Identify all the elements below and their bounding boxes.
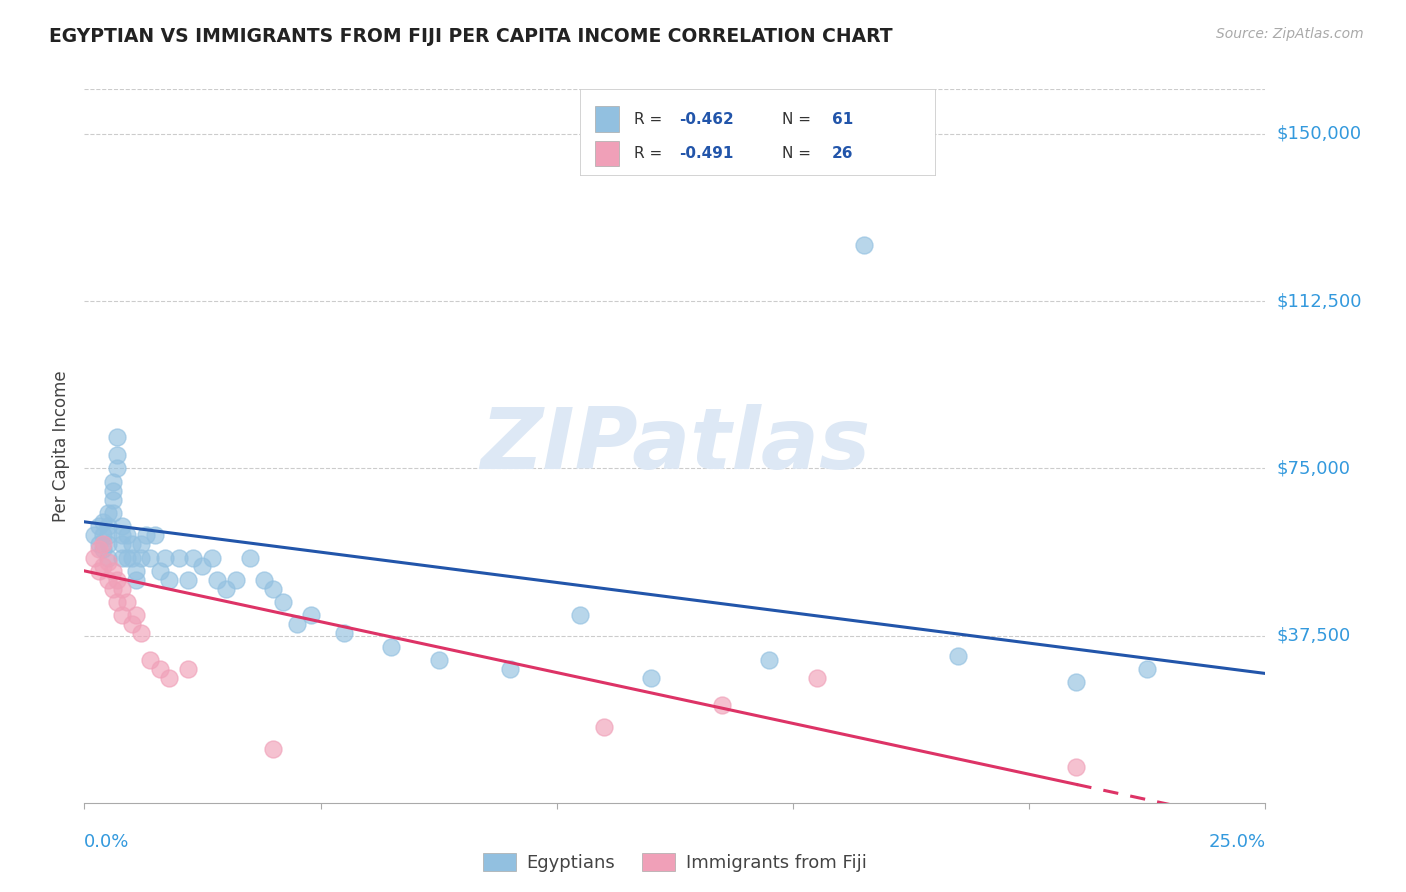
Point bbox=[380, 640, 402, 654]
Point bbox=[111, 608, 134, 623]
Point bbox=[111, 537, 134, 551]
Point bbox=[121, 617, 143, 632]
Point bbox=[569, 608, 592, 623]
Point bbox=[125, 573, 148, 587]
Point bbox=[101, 506, 124, 520]
Point bbox=[107, 448, 129, 462]
Point bbox=[97, 506, 120, 520]
Point bbox=[91, 537, 114, 551]
Point bbox=[91, 528, 114, 542]
Point bbox=[758, 653, 780, 667]
Point bbox=[139, 653, 162, 667]
Point bbox=[83, 550, 105, 565]
Point bbox=[149, 564, 172, 578]
Text: Source: ZipAtlas.com: Source: ZipAtlas.com bbox=[1216, 27, 1364, 41]
Point bbox=[205, 573, 228, 587]
Text: EGYPTIAN VS IMMIGRANTS FROM FIJI PER CAPITA INCOME CORRELATION CHART: EGYPTIAN VS IMMIGRANTS FROM FIJI PER CAP… bbox=[49, 27, 893, 45]
Point bbox=[91, 541, 114, 556]
Point bbox=[253, 573, 276, 587]
Point bbox=[107, 430, 129, 444]
Point bbox=[121, 550, 143, 565]
Point bbox=[225, 573, 247, 587]
Point bbox=[201, 550, 224, 565]
Point bbox=[107, 595, 129, 609]
Point bbox=[711, 698, 734, 712]
Point bbox=[115, 528, 138, 542]
Point bbox=[101, 475, 124, 489]
Point bbox=[1066, 760, 1088, 774]
Point bbox=[87, 564, 110, 578]
Point bbox=[129, 626, 152, 640]
Point bbox=[215, 582, 238, 596]
Point bbox=[97, 537, 120, 551]
Point bbox=[271, 595, 294, 609]
Point bbox=[87, 519, 110, 533]
Point bbox=[115, 550, 138, 565]
Point bbox=[83, 528, 105, 542]
Legend: Egyptians, Immigrants from Fiji: Egyptians, Immigrants from Fiji bbox=[477, 846, 873, 880]
Point bbox=[177, 573, 200, 587]
Point bbox=[101, 483, 124, 498]
Point bbox=[115, 595, 138, 609]
Point bbox=[97, 519, 120, 533]
Point bbox=[135, 528, 157, 542]
Point bbox=[948, 648, 970, 663]
Point bbox=[806, 671, 828, 685]
Point bbox=[111, 582, 134, 596]
Point bbox=[97, 555, 120, 569]
Point bbox=[149, 662, 172, 676]
Point bbox=[157, 671, 180, 685]
Point bbox=[333, 626, 356, 640]
Y-axis label: Per Capita Income: Per Capita Income bbox=[52, 370, 70, 522]
Point bbox=[153, 550, 176, 565]
Point bbox=[167, 550, 190, 565]
Point bbox=[498, 662, 520, 676]
Point bbox=[852, 238, 875, 252]
Point bbox=[157, 573, 180, 587]
Point bbox=[593, 720, 616, 734]
Point bbox=[640, 671, 662, 685]
Point bbox=[125, 608, 148, 623]
Text: 0.0%: 0.0% bbox=[84, 833, 129, 851]
Point bbox=[262, 582, 284, 596]
Point bbox=[111, 550, 134, 565]
Point bbox=[299, 608, 322, 623]
Point bbox=[91, 515, 114, 529]
Point bbox=[101, 564, 124, 578]
Point bbox=[125, 564, 148, 578]
Point bbox=[239, 550, 262, 565]
Point bbox=[101, 492, 124, 507]
Point bbox=[1066, 675, 1088, 690]
Point bbox=[191, 559, 214, 574]
Point bbox=[97, 528, 120, 542]
Point bbox=[129, 537, 152, 551]
Point bbox=[97, 550, 120, 565]
Point bbox=[107, 461, 129, 475]
Point bbox=[111, 519, 134, 533]
Point bbox=[101, 582, 124, 596]
Point bbox=[87, 541, 110, 556]
Text: $150,000: $150,000 bbox=[1277, 125, 1361, 143]
Point bbox=[129, 550, 152, 565]
Text: $75,000: $75,000 bbox=[1277, 459, 1351, 477]
Point bbox=[427, 653, 450, 667]
Point bbox=[97, 573, 120, 587]
Point bbox=[177, 662, 200, 676]
Point bbox=[285, 617, 308, 632]
Text: 25.0%: 25.0% bbox=[1208, 833, 1265, 851]
Text: ZIPatlas: ZIPatlas bbox=[479, 404, 870, 488]
Point bbox=[121, 537, 143, 551]
Point bbox=[262, 742, 284, 756]
Point bbox=[91, 559, 114, 574]
Text: $37,500: $37,500 bbox=[1277, 626, 1351, 645]
Point bbox=[181, 550, 204, 565]
Point bbox=[107, 573, 129, 587]
Point bbox=[143, 528, 166, 542]
Point bbox=[111, 528, 134, 542]
Point bbox=[87, 537, 110, 551]
Text: $112,500: $112,500 bbox=[1277, 292, 1362, 310]
Point bbox=[139, 550, 162, 565]
Point bbox=[1136, 662, 1159, 676]
